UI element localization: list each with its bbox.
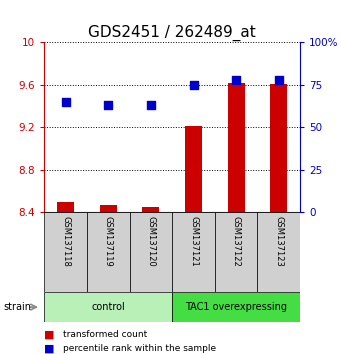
- Text: GSM137118: GSM137118: [61, 216, 70, 267]
- Bar: [270, 84, 287, 212]
- Point: [276, 77, 282, 83]
- Bar: [172, 292, 300, 322]
- Point: [63, 99, 68, 105]
- Title: GDS2451 / 262489_at: GDS2451 / 262489_at: [88, 25, 256, 41]
- Bar: [87, 212, 130, 292]
- Point: [106, 103, 111, 108]
- Text: strain: strain: [3, 302, 31, 312]
- Bar: [143, 207, 160, 212]
- Text: GSM137120: GSM137120: [146, 216, 155, 267]
- Point: [233, 77, 239, 83]
- Text: GSM137123: GSM137123: [274, 216, 283, 267]
- Bar: [228, 83, 245, 212]
- Bar: [172, 212, 215, 292]
- Bar: [215, 212, 257, 292]
- Bar: [57, 202, 74, 212]
- Text: GSM137122: GSM137122: [232, 216, 241, 267]
- Point: [148, 103, 153, 108]
- Bar: [130, 212, 172, 292]
- Text: TAC1 overexpressing: TAC1 overexpressing: [185, 302, 287, 312]
- Text: ■: ■: [44, 330, 55, 339]
- Bar: [185, 126, 202, 212]
- Bar: [44, 292, 172, 322]
- Text: GSM137121: GSM137121: [189, 216, 198, 267]
- Text: percentile rank within the sample: percentile rank within the sample: [63, 344, 216, 353]
- Point: [191, 82, 196, 88]
- Bar: [44, 212, 87, 292]
- Bar: [100, 205, 117, 212]
- Text: GSM137119: GSM137119: [104, 216, 113, 267]
- Text: ■: ■: [44, 344, 55, 354]
- Text: transformed count: transformed count: [63, 330, 147, 339]
- Text: control: control: [91, 302, 125, 312]
- Bar: [257, 212, 300, 292]
